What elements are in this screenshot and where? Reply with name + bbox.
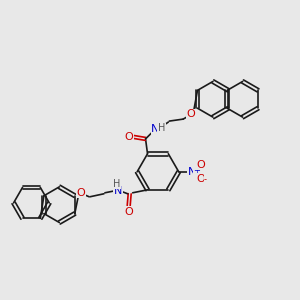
Text: O: O [196, 160, 205, 170]
Text: -: - [204, 175, 207, 184]
Text: N: N [188, 167, 196, 177]
Text: +: + [193, 166, 200, 175]
Text: N: N [151, 124, 160, 134]
Text: H: H [158, 123, 165, 133]
Text: O: O [124, 132, 133, 142]
Text: O: O [77, 188, 85, 198]
Text: H: H [113, 179, 121, 189]
Text: O: O [187, 109, 196, 119]
Text: O: O [196, 174, 205, 184]
Text: O: O [124, 207, 133, 217]
Text: N: N [114, 186, 122, 196]
